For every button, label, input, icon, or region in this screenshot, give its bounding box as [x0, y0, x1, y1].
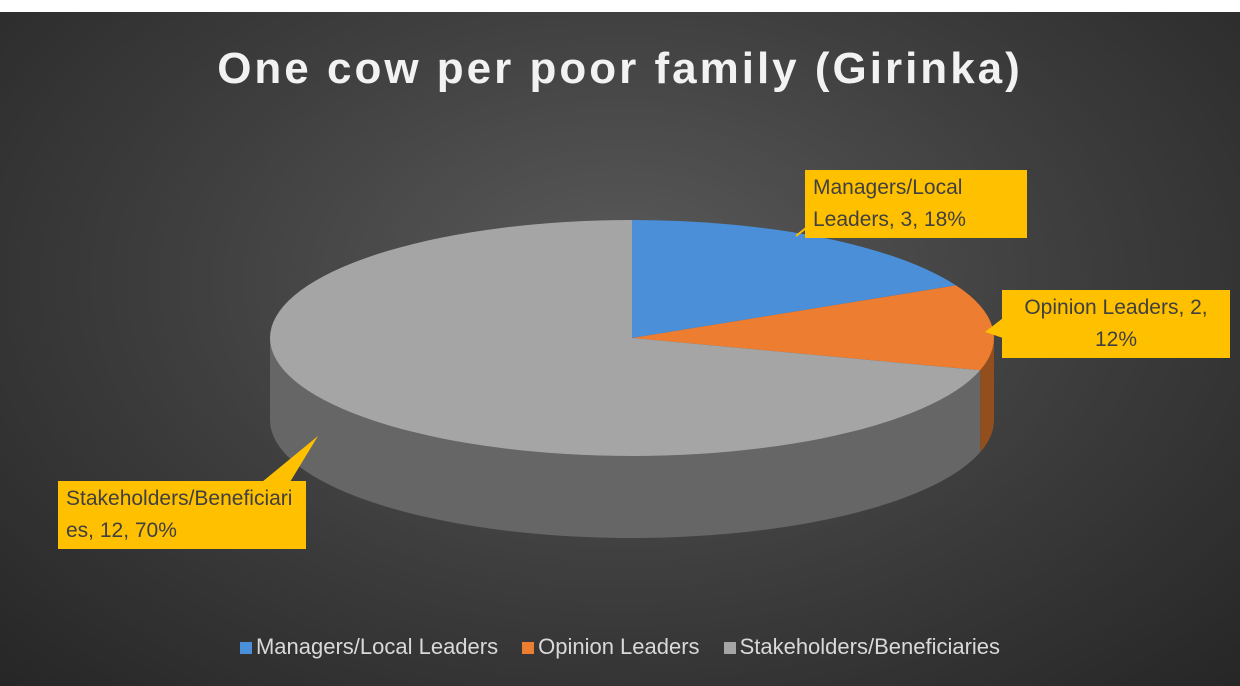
leader-line	[795, 227, 807, 237]
slice	[270, 220, 981, 456]
legend-label: Stakeholders/Beneficiaries	[739, 634, 1001, 659]
slice	[632, 285, 995, 371]
legend-item: Managers/Local Leaders	[239, 634, 499, 660]
legend: Managers/Local Leaders Opinion Leaders Sta…	[0, 634, 1240, 660]
slice-side	[270, 338, 981, 538]
data-label: Opinion Leaders, 2, 12%	[1002, 290, 1230, 358]
legend-item: Stakeholders/Beneficiaries	[723, 634, 1001, 660]
callout-pointer	[985, 318, 1003, 338]
legend-swatch	[239, 642, 252, 654]
slice-side	[980, 338, 994, 453]
data-label: Managers/Local Leaders, 3, 18%	[805, 170, 1027, 238]
chart-title: One cow per poor family (Girinka)	[217, 44, 1023, 93]
legend-label: Managers/Local Leaders	[255, 634, 499, 659]
legend-swatch	[723, 642, 736, 654]
callout-pointer	[262, 436, 318, 482]
slice	[632, 220, 957, 338]
data-label: Stakeholders/Beneficiaries, 12, 70%	[58, 481, 306, 549]
legend-label: Opinion Leaders	[538, 634, 700, 659]
pie	[270, 220, 995, 538]
legend-swatch	[522, 642, 535, 654]
legend-item: Opinion Leaders	[522, 634, 700, 660]
